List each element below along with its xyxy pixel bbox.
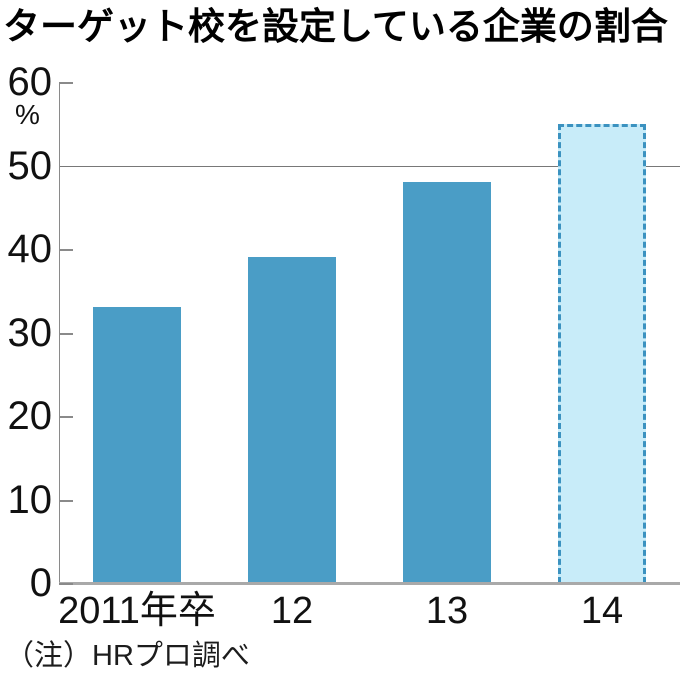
bar-2011年卒 xyxy=(93,307,181,583)
bar-13 xyxy=(403,182,491,583)
chart-title: ターゲット校を設定している企業の割合 xyxy=(3,6,668,47)
y-tick-30 xyxy=(59,333,73,335)
x-label-2011年卒: 2011年卒 xyxy=(58,590,216,632)
x-label-12: 12 xyxy=(270,590,314,632)
y-tick-label-50: 50 xyxy=(7,144,53,188)
y-tick-label-30: 30 xyxy=(7,311,53,355)
y-tick-label-60: 60 xyxy=(7,60,53,104)
y-tick-0 xyxy=(59,583,73,585)
bar-12 xyxy=(248,257,336,583)
x-axis-baseline xyxy=(59,582,680,585)
y-tick-label-40: 40 xyxy=(7,227,53,271)
y-tick-40 xyxy=(59,249,73,251)
bar-14 xyxy=(558,124,646,583)
y-axis-line xyxy=(59,82,60,583)
y-tick-label-0: 0 xyxy=(29,561,52,605)
y-axis-unit-label: % xyxy=(15,99,40,130)
x-label-13: 13 xyxy=(425,590,469,632)
y-tick-10 xyxy=(59,500,73,502)
y-tick-label-20: 20 xyxy=(7,394,53,438)
y-tick-20 xyxy=(59,416,73,418)
source-note: （注）HRプロ調べ xyxy=(5,640,250,672)
gridline-50 xyxy=(59,166,680,167)
x-label-14: 14 xyxy=(580,590,624,632)
y-tick-60 xyxy=(59,82,73,84)
y-tick-label-10: 10 xyxy=(7,478,53,522)
